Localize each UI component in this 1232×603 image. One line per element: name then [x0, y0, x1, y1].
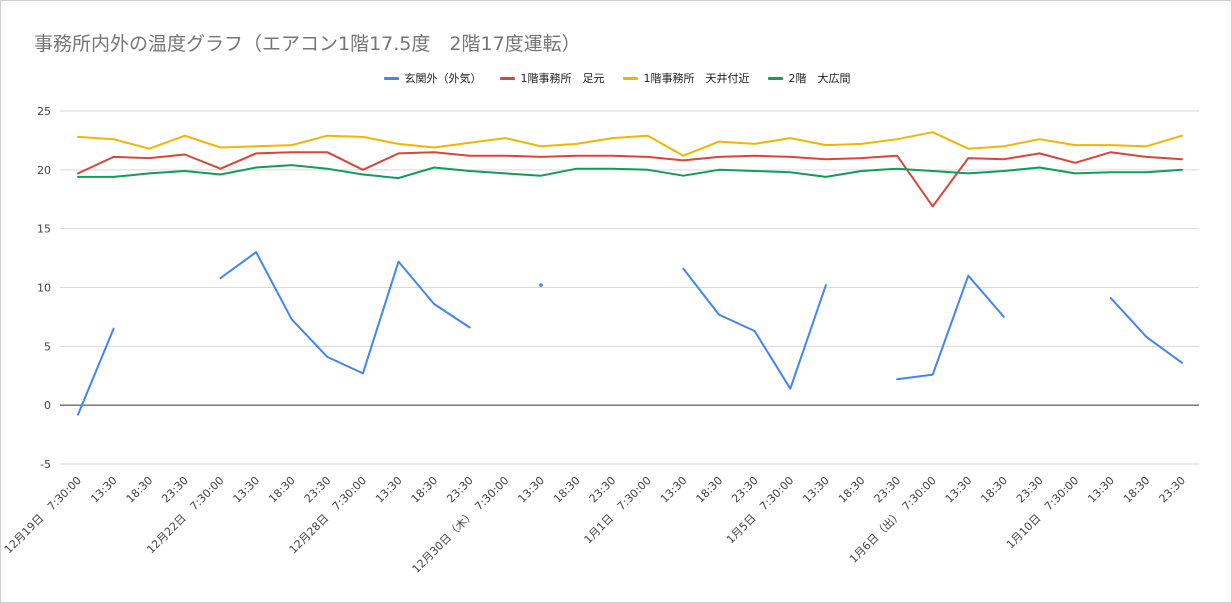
x-tick-label: 13:30: [231, 474, 263, 506]
x-tick-label: 13:30: [1085, 474, 1117, 506]
x-tick-label: 18:30: [551, 474, 583, 506]
x-tick-label: 18:30: [266, 474, 298, 506]
x-tick-label: 23:30: [1014, 474, 1046, 506]
x-tick-label: 1月5日 7:30:00: [724, 474, 796, 546]
legend-swatch-outdoor: [383, 76, 399, 80]
legend-label-floor1-feet: 1階事務所 足元: [520, 72, 605, 85]
chart-title: 事務所内外の温度グラフ（エアコン1階17.5度 2階17度運転）: [34, 33, 581, 55]
legend-swatch-floor2-hall: [767, 76, 783, 80]
series-1: [77, 151, 1183, 208]
legend-item-floor1-ceiling[interactable]: 1階事務所 天井付近: [622, 70, 750, 86]
data-point: [539, 283, 543, 287]
series-line: [896, 274, 1005, 381]
series-line: [219, 251, 471, 375]
y-tick-label: 5: [44, 340, 51, 353]
x-tick-label: 23:30: [302, 474, 334, 506]
y-axis-ticks: 25 20 15 10 5 0 -5: [37, 105, 51, 471]
series-line: [682, 267, 827, 390]
series-lines: [77, 131, 1183, 416]
x-tick-label: 13:30: [943, 474, 975, 506]
x-tick-label: 18:30: [409, 474, 441, 506]
series-line: [77, 151, 1183, 208]
x-tick-label: 23:30: [159, 474, 191, 506]
x-tick-label: 13:30: [515, 474, 547, 506]
x-tick-label: 23:30: [729, 474, 761, 506]
y-tick-label: 0: [44, 399, 51, 412]
series-line: [1109, 297, 1183, 364]
legend: 玄関外（外気） 1階事務所 足元 1階事務所 天井付近 2階 大広間: [1, 70, 1232, 86]
legend-label-outdoor: 玄関外（外気）: [404, 72, 482, 85]
x-tick-label: 18:30: [978, 474, 1010, 506]
legend-item-floor1-feet[interactable]: 1階事務所 足元: [499, 70, 605, 86]
series-2: [77, 131, 1183, 157]
legend-item-floor2-hall[interactable]: 2階 大広間: [767, 70, 851, 86]
x-tick-label: 1月1日 7:30:00: [582, 474, 654, 546]
series-line: [77, 164, 1183, 180]
x-tick-label: 23:30: [1157, 474, 1189, 506]
legend-label-floor2-hall: 2階 大広間: [788, 72, 851, 85]
series-line: [77, 131, 1183, 157]
y-tick-label: -5: [40, 458, 51, 471]
x-tick-label: 18:30: [1121, 474, 1153, 506]
y-tick-label: 10: [37, 282, 51, 295]
series-3: [77, 164, 1183, 180]
legend-swatch-floor1-feet: [499, 76, 515, 80]
x-tick-label: 13:30: [88, 474, 120, 506]
y-tick-label: 15: [37, 223, 51, 236]
x-tick-label: 23:30: [587, 474, 619, 506]
series-0: [77, 251, 1183, 416]
x-tick-label: 18:30: [836, 474, 868, 506]
y-tick-label: 25: [37, 105, 51, 118]
x-tick-label: 23:30: [444, 474, 476, 506]
series-line: [77, 327, 115, 416]
x-tick-label: 13:30: [658, 474, 690, 506]
legend-label-floor1-ceiling: 1階事務所 天井付近: [643, 72, 750, 85]
x-tick-label: 18:30: [124, 474, 156, 506]
x-tick-label: 18:30: [694, 474, 726, 506]
y-tick-label: 20: [37, 164, 51, 177]
x-tick-label: 23:30: [872, 474, 904, 506]
x-tick-label: 12月19日 7:30:00: [2, 474, 84, 556]
legend-swatch-floor1-ceiling: [622, 76, 638, 80]
x-tick-label: 13:30: [800, 474, 832, 506]
legend-item-outdoor[interactable]: 玄関外（外気）: [383, 70, 482, 86]
x-tick-label: 13:30: [373, 474, 405, 506]
